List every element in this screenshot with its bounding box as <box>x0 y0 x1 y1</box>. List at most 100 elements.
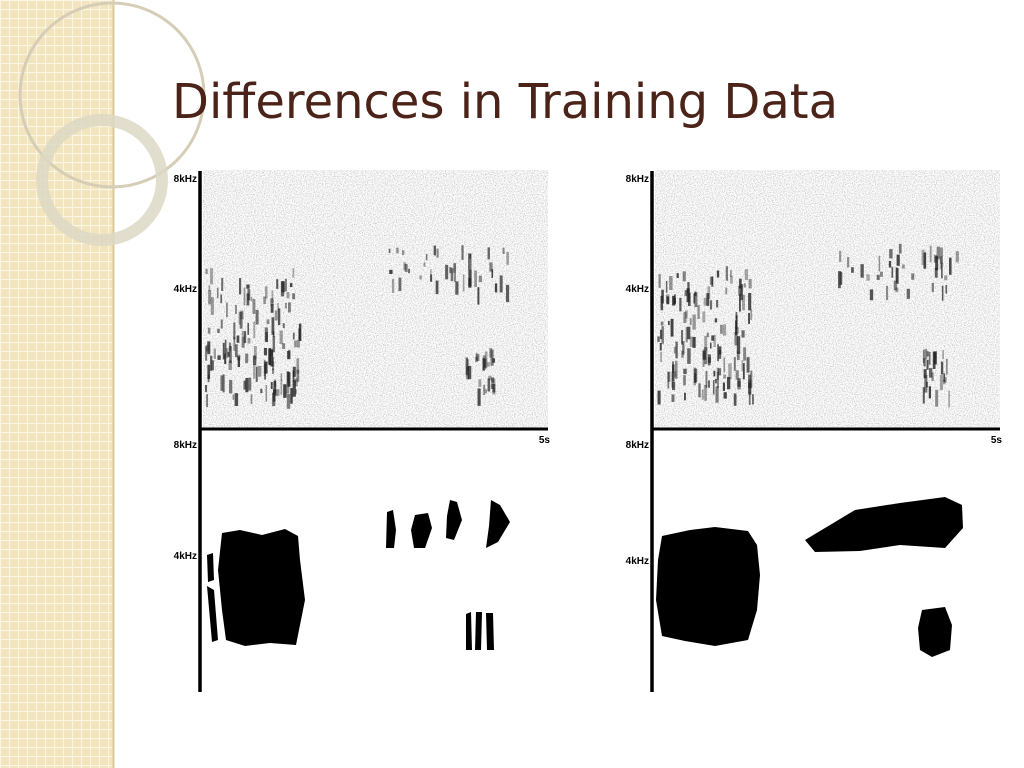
spectrogram-energy <box>284 302 287 309</box>
spectrogram-energy <box>898 243 902 254</box>
spectrogram-energy <box>924 374 928 393</box>
spectrogram-energy <box>455 281 459 295</box>
spectrogram-energy <box>684 290 688 296</box>
spectrogram-energy <box>740 284 743 301</box>
spectrogram-energy <box>889 249 893 259</box>
spectrogram-energy <box>717 371 719 389</box>
spectrogram-energy <box>482 355 486 370</box>
spectrogram-energy <box>292 268 295 278</box>
spectrogram-energy <box>726 377 731 390</box>
spectrogram-energy <box>292 332 295 340</box>
annotation-mask <box>486 613 494 650</box>
spectrogram-energy <box>490 383 494 389</box>
spectrogram-energy <box>221 277 224 291</box>
slide-title: Differences in Training Data <box>172 74 838 130</box>
spectrogram-energy <box>748 293 752 311</box>
spectrogram-energy <box>271 290 274 304</box>
spectrogram-energy <box>209 268 214 285</box>
spectrogram-energy <box>738 285 742 296</box>
spectrogram-energy <box>735 315 738 330</box>
spectrogram-energy <box>939 255 943 270</box>
spectrogram-energy <box>928 386 932 399</box>
spectrogram-energy <box>935 389 939 407</box>
spectrogram-energy <box>246 293 250 306</box>
spectrogram-energy <box>683 368 687 375</box>
spectrogram-energy <box>931 282 934 292</box>
spectrogram-energy <box>943 373 946 382</box>
spectrogram-energy <box>658 274 661 288</box>
annotation-mask <box>218 529 305 646</box>
annotation-mask <box>446 500 462 540</box>
spectrogram-energy <box>238 311 241 325</box>
axis-label: 8kHz <box>174 174 197 185</box>
spectrogram-energy <box>275 389 279 397</box>
spectrogram-energy <box>704 384 707 401</box>
spectrogram-energy <box>922 349 925 364</box>
spectrogram-energy <box>292 293 296 300</box>
spectrogram-energy <box>213 348 216 359</box>
spectrogram-energy <box>949 257 952 275</box>
spectrogram-energy <box>461 245 464 260</box>
spectrogram-energy <box>241 336 245 348</box>
spectrogram-energy <box>408 268 410 274</box>
spectrogram-energy <box>210 355 213 371</box>
spectrogram-energy <box>697 305 700 319</box>
spectrogram-energy <box>704 336 708 351</box>
spectrogram-energy <box>681 330 684 345</box>
spectrogram-energy <box>741 330 745 338</box>
spectrogram-energy <box>911 273 915 280</box>
spectrogram-energy <box>743 347 747 361</box>
spectrogram-energy <box>682 271 686 282</box>
spectrogram-energy <box>286 292 290 299</box>
spectrogram-energy <box>676 273 679 279</box>
spectrogram-energy <box>478 275 483 283</box>
spectrogram-energy <box>939 374 943 391</box>
spectrogram-energy <box>891 266 894 278</box>
spectrogram-energy <box>689 336 693 347</box>
spectrogram-energy <box>733 357 736 371</box>
spectrogram-energy <box>888 260 892 268</box>
spectrogram-energy <box>748 379 752 396</box>
spectrogram-energy <box>735 370 739 380</box>
spectrogram-energy <box>467 365 472 380</box>
spectrogram-energy <box>693 293 696 304</box>
spectrogram-energy <box>657 336 660 342</box>
spectrogram-energy <box>698 383 701 398</box>
spectrogram-energy <box>505 284 510 303</box>
spectrogram-energy <box>271 317 275 335</box>
spectrogram-energy <box>945 284 948 294</box>
spectrogram-energy <box>228 360 232 370</box>
spectrogram-energy <box>277 389 280 396</box>
annotation-mask <box>486 500 510 548</box>
spectrogram-energy <box>879 271 883 277</box>
spectrogram-energy <box>945 358 948 375</box>
spectrogram-energy <box>272 392 276 407</box>
spectrogram-energy <box>673 346 677 354</box>
spectrogram-energy <box>932 351 936 369</box>
spectrogram-energy <box>280 379 283 395</box>
spectrogram-energy <box>217 328 220 333</box>
spectrogram-energy <box>283 384 287 398</box>
spectrogram-energy <box>674 371 677 378</box>
spectrogram-energy <box>205 268 208 275</box>
spectrogram-energy <box>433 245 436 256</box>
spectrogram-energy <box>839 250 842 262</box>
spectrogram-energy <box>220 294 223 304</box>
spectrogram-energy <box>671 394 675 402</box>
spectrogram-energy <box>722 324 727 336</box>
spectrogram-energy <box>274 310 278 321</box>
spectrogram-energy <box>487 247 490 260</box>
spectrogram-energy <box>708 357 711 366</box>
spectrogram-energy <box>247 322 250 335</box>
spectrogram-energy <box>659 342 662 351</box>
axis-label: 4kHz <box>626 556 649 567</box>
spectrogram-energy <box>940 247 943 264</box>
spectrogram-energy <box>272 336 275 353</box>
spectrogram-energy <box>478 379 482 387</box>
spectrogram-energy <box>728 363 732 380</box>
spectrogram-energy <box>944 376 947 383</box>
spectrogram-energy <box>692 336 696 348</box>
spectrogram-energy <box>252 299 256 314</box>
spectrogram-energy <box>282 343 286 349</box>
spectrogram-energy <box>672 364 675 382</box>
